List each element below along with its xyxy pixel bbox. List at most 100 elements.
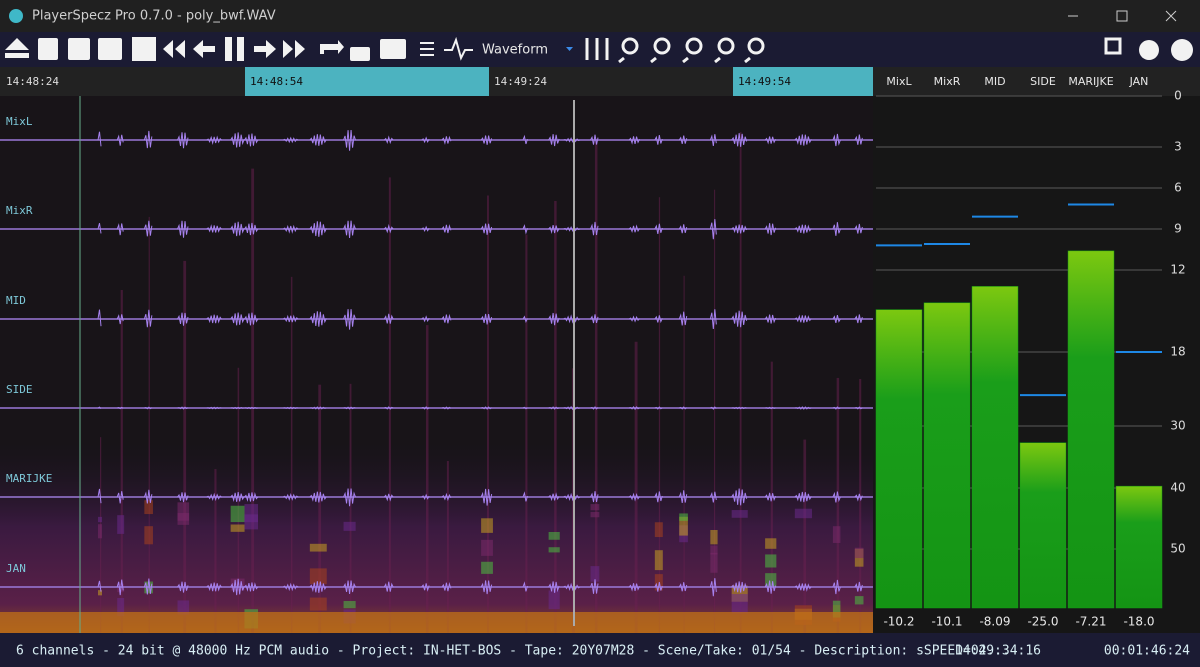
spectrogram-streak	[594, 138, 598, 633]
meter-name: JAN	[1129, 75, 1149, 88]
spectrogram-streak	[836, 377, 840, 633]
spectrogram-band	[590, 566, 600, 582]
timeline-label: 14:48:54	[250, 75, 303, 88]
book-button[interactable]	[380, 39, 406, 59]
channel-waveform	[97, 578, 863, 597]
spectrogram-streak	[148, 216, 150, 633]
spectrogram-streak	[739, 132, 742, 633]
mixer-button[interactable]	[585, 38, 609, 60]
spectrogram-band	[144, 500, 153, 515]
spectrogram-streak	[713, 189, 716, 633]
meter-scale-label: 40	[1170, 481, 1185, 495]
status-duration: 00:01:46:24	[1104, 644, 1190, 659]
spectrogram-band	[654, 522, 663, 538]
spectrogram-band	[548, 531, 560, 540]
channel-label: MixL	[6, 115, 33, 128]
image-button[interactable]	[68, 38, 90, 60]
app-icon	[9, 9, 23, 23]
spectrogram-band	[832, 526, 841, 543]
peak-label: -18.0	[1123, 615, 1154, 629]
back-button[interactable]	[193, 40, 215, 58]
zoom-select-button[interactable]	[717, 37, 735, 55]
info-button[interactable]	[1171, 39, 1193, 61]
close-button[interactable]	[1165, 10, 1177, 22]
zoom-fit-button[interactable]	[685, 37, 703, 55]
spectrogram-band	[481, 518, 493, 533]
spectrogram-streak	[525, 234, 528, 633]
timeline-label: 14:48:24	[6, 75, 59, 88]
meter-scale-label: 12	[1170, 263, 1185, 277]
spectrogram-band	[343, 521, 356, 531]
maximize-button[interactable]	[1116, 10, 1128, 22]
eject-button[interactable]	[5, 38, 29, 58]
spectrogram-band	[97, 524, 103, 539]
open-button[interactable]	[38, 38, 58, 60]
stop-button[interactable]	[132, 37, 156, 61]
channel-label: JAN	[6, 562, 26, 575]
window-title: PlayerSpecz Pro 0.7.0 - poly_bwf.WAV	[32, 9, 276, 24]
spectrogram-band	[765, 538, 777, 549]
zoom-reset-button[interactable]	[747, 37, 765, 55]
channel-waveform	[97, 405, 863, 411]
channel-label: MID	[6, 294, 26, 307]
meter-scale-label: 3	[1174, 140, 1182, 154]
spectrogram-streak	[318, 384, 322, 633]
settings-button[interactable]	[1139, 40, 1159, 60]
spectrogram-streak	[554, 200, 557, 633]
spectrogram-streak	[237, 367, 240, 633]
spectrogram-streak	[388, 177, 391, 633]
menu-button[interactable]	[420, 54, 434, 56]
spectrogram-streak	[634, 341, 638, 633]
pause-button[interactable]	[237, 37, 244, 61]
spectrogram-streak	[183, 260, 187, 633]
meter-scale-label: 30	[1170, 419, 1185, 433]
channel-label: SIDE	[6, 383, 33, 396]
lock-button[interactable]	[350, 47, 370, 61]
channel-waveform	[97, 219, 863, 240]
spectrogram-band	[343, 601, 356, 609]
spectrogram-streak	[803, 439, 807, 633]
status-bar	[0, 633, 1200, 667]
spectrogram-band	[731, 594, 748, 614]
spectrogram-band	[731, 510, 748, 518]
spectrogram-band	[590, 511, 600, 518]
meter-bar	[971, 286, 1019, 609]
spectrogram-band	[548, 547, 560, 553]
zoom-in-button[interactable]	[621, 37, 639, 55]
peak-label: -10.2	[883, 615, 914, 629]
spectrogram-band	[679, 516, 688, 536]
spectrogram-band	[309, 543, 327, 552]
status-time: 14:49:34:16	[955, 644, 1041, 659]
loop-button[interactable]	[320, 40, 344, 54]
meter-scale-label: 50	[1170, 542, 1185, 556]
spectrogram-band	[794, 508, 812, 519]
title-bar	[0, 0, 1200, 32]
window-button[interactable]	[1104, 37, 1122, 55]
view-mode-dropdown[interactable]: Waveform	[482, 43, 548, 58]
channel-label: MARIJKE	[6, 472, 52, 485]
spectrogram-band	[832, 600, 841, 618]
meter-bar	[1115, 485, 1163, 609]
timeline-segment	[245, 67, 489, 96]
fast-forward-button[interactable]	[283, 40, 305, 58]
zoom-out-button[interactable]	[653, 37, 671, 55]
forward-button[interactable]	[254, 40, 276, 58]
spectrogram-streak	[487, 195, 489, 633]
spectrogram-band	[97, 516, 103, 523]
export-button[interactable]	[98, 38, 122, 60]
spectrogram-band	[590, 504, 600, 511]
meter-bar	[1019, 442, 1067, 609]
channel-waveform	[97, 488, 863, 507]
spectrogram-floor	[0, 612, 873, 633]
rewind-button[interactable]	[163, 40, 185, 58]
spectrogram-band	[481, 539, 493, 556]
dropdown-arrow[interactable]	[566, 47, 573, 51]
spectrogram-band	[710, 529, 718, 545]
timeline-label: 14:49:24	[494, 75, 547, 88]
meter-scale-label: 18	[1170, 345, 1185, 359]
spectrogram-band	[177, 502, 190, 521]
meter-name: SIDE	[1030, 75, 1056, 88]
spectrogram-band	[854, 547, 864, 559]
